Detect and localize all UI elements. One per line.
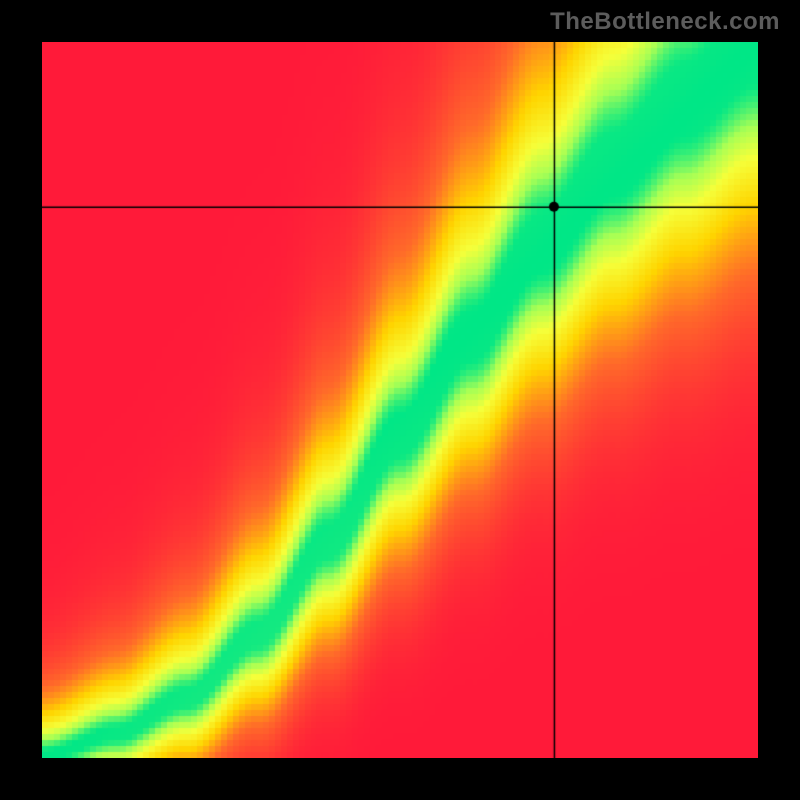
bottleneck-heatmap [42,42,758,758]
chart-container: { "watermark": { "text": "TheBottleneck.… [0,0,800,800]
watermark-text: TheBottleneck.com [550,8,780,36]
